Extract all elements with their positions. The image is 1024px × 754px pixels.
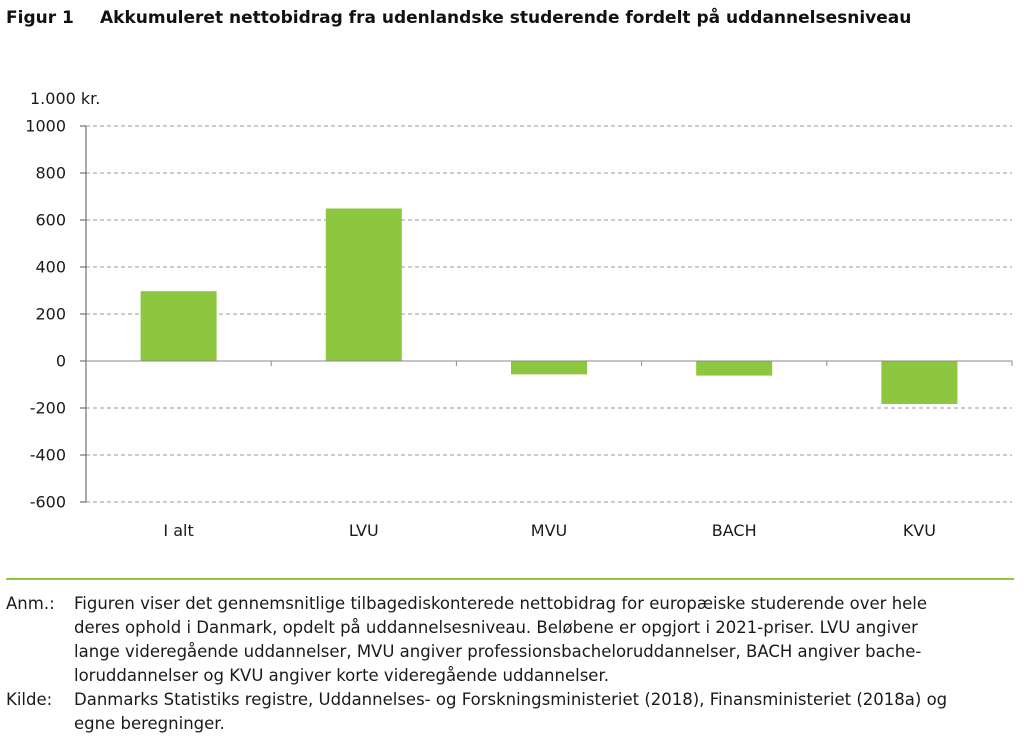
x-category-label: MVU — [531, 521, 567, 540]
bars — [140, 208, 958, 405]
note-kilde-line: egne beregninger. — [74, 714, 225, 733]
figure-title: Akkumuleret nettobidrag fra udenlandske … — [100, 8, 912, 28]
axes — [80, 125, 1013, 503]
x-category-label: LVU — [349, 521, 379, 540]
labels: 1.000 kr. 1000 800 600 400 200 0 -200 -400 -600 I … — [25, 89, 936, 540]
y-tick-label: 200 — [35, 305, 66, 324]
divider-rule — [6, 578, 1014, 580]
note-anm-line: Figuren viser det gennemsnitlige tilbage… — [74, 594, 928, 613]
y-tick-label: -400 — [30, 446, 66, 465]
bar-lvu — [325, 208, 402, 361]
figure-label: Figur 1 — [6, 8, 74, 28]
note-anm: Anm.: Figuren viser det gennemsnitlige t… — [6, 592, 1014, 688]
note-kilde-label: Kilde: — [6, 690, 53, 709]
note-anm-text: Figuren viser det gennemsnitlige tilbage… — [74, 592, 1014, 688]
y-tick-label: 600 — [35, 211, 66, 230]
y-tick-label: 0 — [56, 352, 66, 371]
y-unit-label: 1.000 kr. — [30, 89, 100, 108]
y-tick-label: 1000 — [25, 117, 66, 136]
bar-kvu — [881, 361, 958, 405]
note-anm-line: lange videregående uddannelser, MVU angi… — [74, 642, 922, 661]
bar-chart: 1.000 kr. 1000 800 600 400 200 0 -200 -400 -600 I … — [25, 89, 1013, 540]
note-anm-label: Anm.: — [6, 594, 55, 613]
y-tick-label: -600 — [30, 493, 66, 512]
note-kilde-text: Danmarks Statistiks registre, Uddannelse… — [74, 688, 1014, 736]
bar-mvu — [511, 361, 587, 375]
note-anm-line: loruddannelser og KVU angiver korte vide… — [74, 666, 609, 685]
x-category-label: I alt — [163, 521, 193, 540]
gridlines — [86, 125, 1012, 503]
figure-notes: Anm.: Figuren viser det gennemsnitlige t… — [6, 592, 1014, 736]
y-tick-label: 400 — [35, 258, 66, 277]
bar-i-alt — [140, 291, 217, 361]
note-kilde-line: Danmarks Statistiks registre, Uddannelse… — [74, 690, 948, 709]
note-kilde: Kilde: Danmarks Statistiks registre, Udd… — [6, 688, 1014, 736]
y-tick-label: 800 — [35, 164, 66, 183]
y-tick-label: -200 — [30, 399, 66, 418]
note-anm-line: deres ophold i Danmark, opdelt på uddann… — [74, 618, 918, 637]
x-category-label: BACH — [712, 521, 757, 540]
x-category-label: KVU — [903, 521, 936, 540]
bar-bach — [696, 361, 773, 376]
figure-header: Figur 1 Akkumuleret nettobidrag fra uden… — [6, 6, 1014, 30]
